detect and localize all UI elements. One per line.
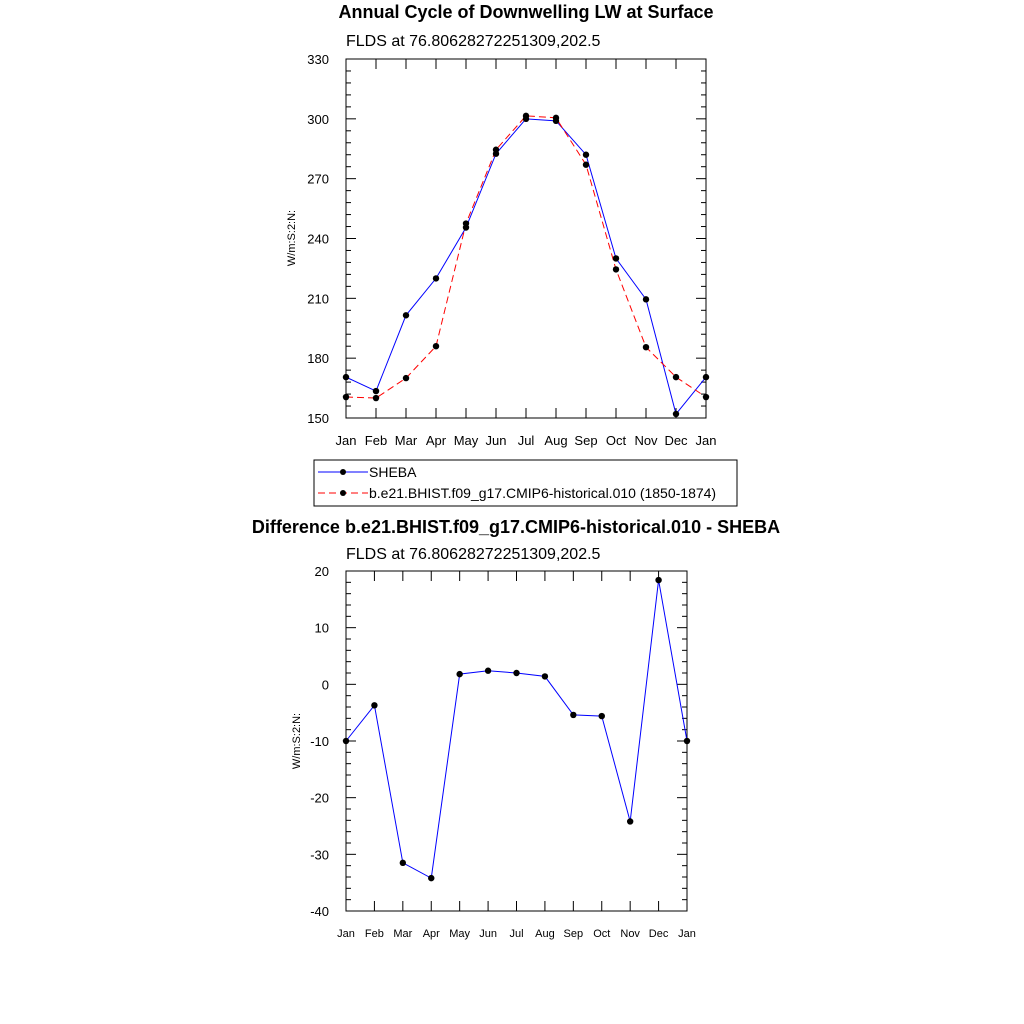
x-tick-label: Nov bbox=[634, 433, 658, 448]
x-tick-label: Feb bbox=[365, 928, 384, 940]
x-tick-label: Jul bbox=[518, 433, 535, 448]
data-point bbox=[655, 576, 662, 584]
y-tick-label: 0 bbox=[322, 677, 329, 692]
series-line-0 bbox=[345, 118, 707, 416]
x-tick-label: Apr bbox=[426, 433, 447, 448]
x-tick-label: Jun bbox=[479, 928, 497, 940]
chart1-title: Annual Cycle of Downwelling LW at Surfac… bbox=[338, 2, 713, 22]
x-tick-label: Jan bbox=[678, 928, 696, 940]
x-tick-label: Mar bbox=[395, 433, 418, 448]
annual-cycle-chart: Annual Cycle of Downwelling LW at Surfac… bbox=[286, 2, 738, 507]
x-tick-label: Sep bbox=[574, 433, 597, 448]
y-tick-label: 10 bbox=[315, 621, 329, 636]
data-point bbox=[456, 670, 463, 678]
y-tick-label: -10 bbox=[310, 734, 329, 749]
data-point bbox=[402, 312, 410, 319]
x-tick-label: Oct bbox=[593, 928, 610, 940]
x-tick-label: Dec bbox=[664, 433, 688, 448]
x-tick-label: Mar bbox=[393, 928, 412, 940]
chart1-series bbox=[342, 112, 710, 418]
legend-label-model: b.e21.BHIST.f09_g17.CMIP6-historical.010… bbox=[369, 485, 716, 501]
data-point bbox=[626, 818, 634, 825]
x-tick-label: Aug bbox=[544, 433, 567, 448]
difference-chart: Difference b.e21.BHIST.f09_g17.CMIP6-his… bbox=[252, 517, 780, 940]
chart2-subtitle: FLDS at 76.80628272251309,202.5 bbox=[346, 546, 601, 563]
data-point bbox=[672, 373, 680, 381]
data-point bbox=[372, 394, 380, 402]
y-tick-label: 20 bbox=[315, 564, 329, 579]
data-point bbox=[342, 373, 350, 381]
data-point bbox=[612, 255, 620, 262]
x-tick-label: May bbox=[449, 928, 470, 940]
data-point bbox=[342, 393, 350, 401]
y-tick-label: 180 bbox=[307, 351, 329, 366]
y-tick-label: -40 bbox=[310, 904, 329, 919]
y-tick-label: -30 bbox=[310, 847, 329, 862]
data-point bbox=[642, 343, 650, 351]
data-point bbox=[570, 711, 577, 719]
chart2-ylabel: W/m:S:2:N: bbox=[291, 713, 303, 769]
chart2-title: Difference b.e21.BHIST.f09_g17.CMIP6-his… bbox=[252, 517, 780, 537]
x-tick-label: Nov bbox=[620, 928, 640, 940]
chart2-series bbox=[342, 576, 691, 882]
data-point bbox=[399, 859, 407, 867]
y-tick-label: 330 bbox=[307, 52, 329, 67]
data-point bbox=[513, 669, 520, 677]
x-tick-label: Apr bbox=[423, 928, 440, 940]
data-point bbox=[642, 296, 650, 303]
data-point bbox=[582, 151, 590, 158]
x-tick-label: Aug bbox=[535, 928, 555, 940]
data-point bbox=[683, 737, 691, 745]
chart2-ticks: Jan Feb Mar Apr May Jun Jul Aug Sep Oct Nov Dec Jan-… bbox=[310, 564, 696, 940]
data-point bbox=[672, 410, 680, 418]
x-tick-label: Jan bbox=[696, 433, 717, 448]
x-tick-label: Jan bbox=[336, 433, 357, 448]
legend-marker-sheba bbox=[340, 469, 346, 475]
x-tick-label: Dec bbox=[649, 928, 669, 940]
series-line-0 bbox=[345, 579, 688, 879]
x-tick-label: Jun bbox=[486, 433, 507, 448]
data-point bbox=[552, 114, 560, 122]
data-point bbox=[612, 266, 620, 273]
y-tick-label: -20 bbox=[310, 791, 329, 806]
data-point bbox=[428, 874, 435, 882]
x-tick-label: Sep bbox=[564, 928, 584, 940]
y-tick-label: 270 bbox=[307, 172, 329, 187]
data-point bbox=[541, 673, 549, 680]
legend: SHEBA b.e21.BHIST.f09_g17.CMIP6-historic… bbox=[313, 459, 738, 507]
data-point bbox=[702, 393, 710, 401]
chart1-ticks: Jan Feb Mar Apr May Jun Jul Aug Sep Oct Nov Dec Jan 1… bbox=[307, 52, 716, 448]
data-point bbox=[402, 374, 410, 382]
chart1-subtitle: FLDS at 76.80628272251309,202.5 bbox=[346, 33, 601, 50]
data-point bbox=[598, 712, 605, 720]
series-line-1 bbox=[345, 115, 707, 399]
y-tick-label: 210 bbox=[307, 291, 329, 306]
data-point bbox=[432, 343, 440, 350]
data-point bbox=[432, 275, 440, 282]
legend-label-sheba: SHEBA bbox=[369, 464, 417, 480]
x-tick-label: May bbox=[454, 433, 479, 448]
legend-frame bbox=[313, 459, 738, 507]
x-tick-label: Oct bbox=[606, 433, 627, 448]
data-point bbox=[372, 387, 380, 395]
x-tick-label: Jul bbox=[509, 928, 523, 940]
x-tick-label: Jan bbox=[337, 928, 355, 940]
data-point bbox=[522, 112, 530, 120]
data-point bbox=[702, 373, 710, 381]
data-point bbox=[582, 161, 590, 168]
data-point bbox=[462, 220, 470, 227]
y-tick-label: 150 bbox=[307, 411, 329, 426]
data-point bbox=[484, 667, 492, 674]
data-point bbox=[342, 737, 350, 745]
data-point bbox=[371, 702, 378, 709]
y-tick-label: 300 bbox=[307, 112, 329, 127]
chart1-ylabel: W/m:S:2:N: bbox=[286, 210, 298, 266]
x-tick-label: Feb bbox=[365, 433, 387, 448]
y-tick-label: 240 bbox=[307, 232, 329, 247]
legend-marker-model bbox=[340, 490, 346, 496]
data-point bbox=[492, 146, 500, 153]
chart2-plot-frame bbox=[345, 570, 688, 912]
